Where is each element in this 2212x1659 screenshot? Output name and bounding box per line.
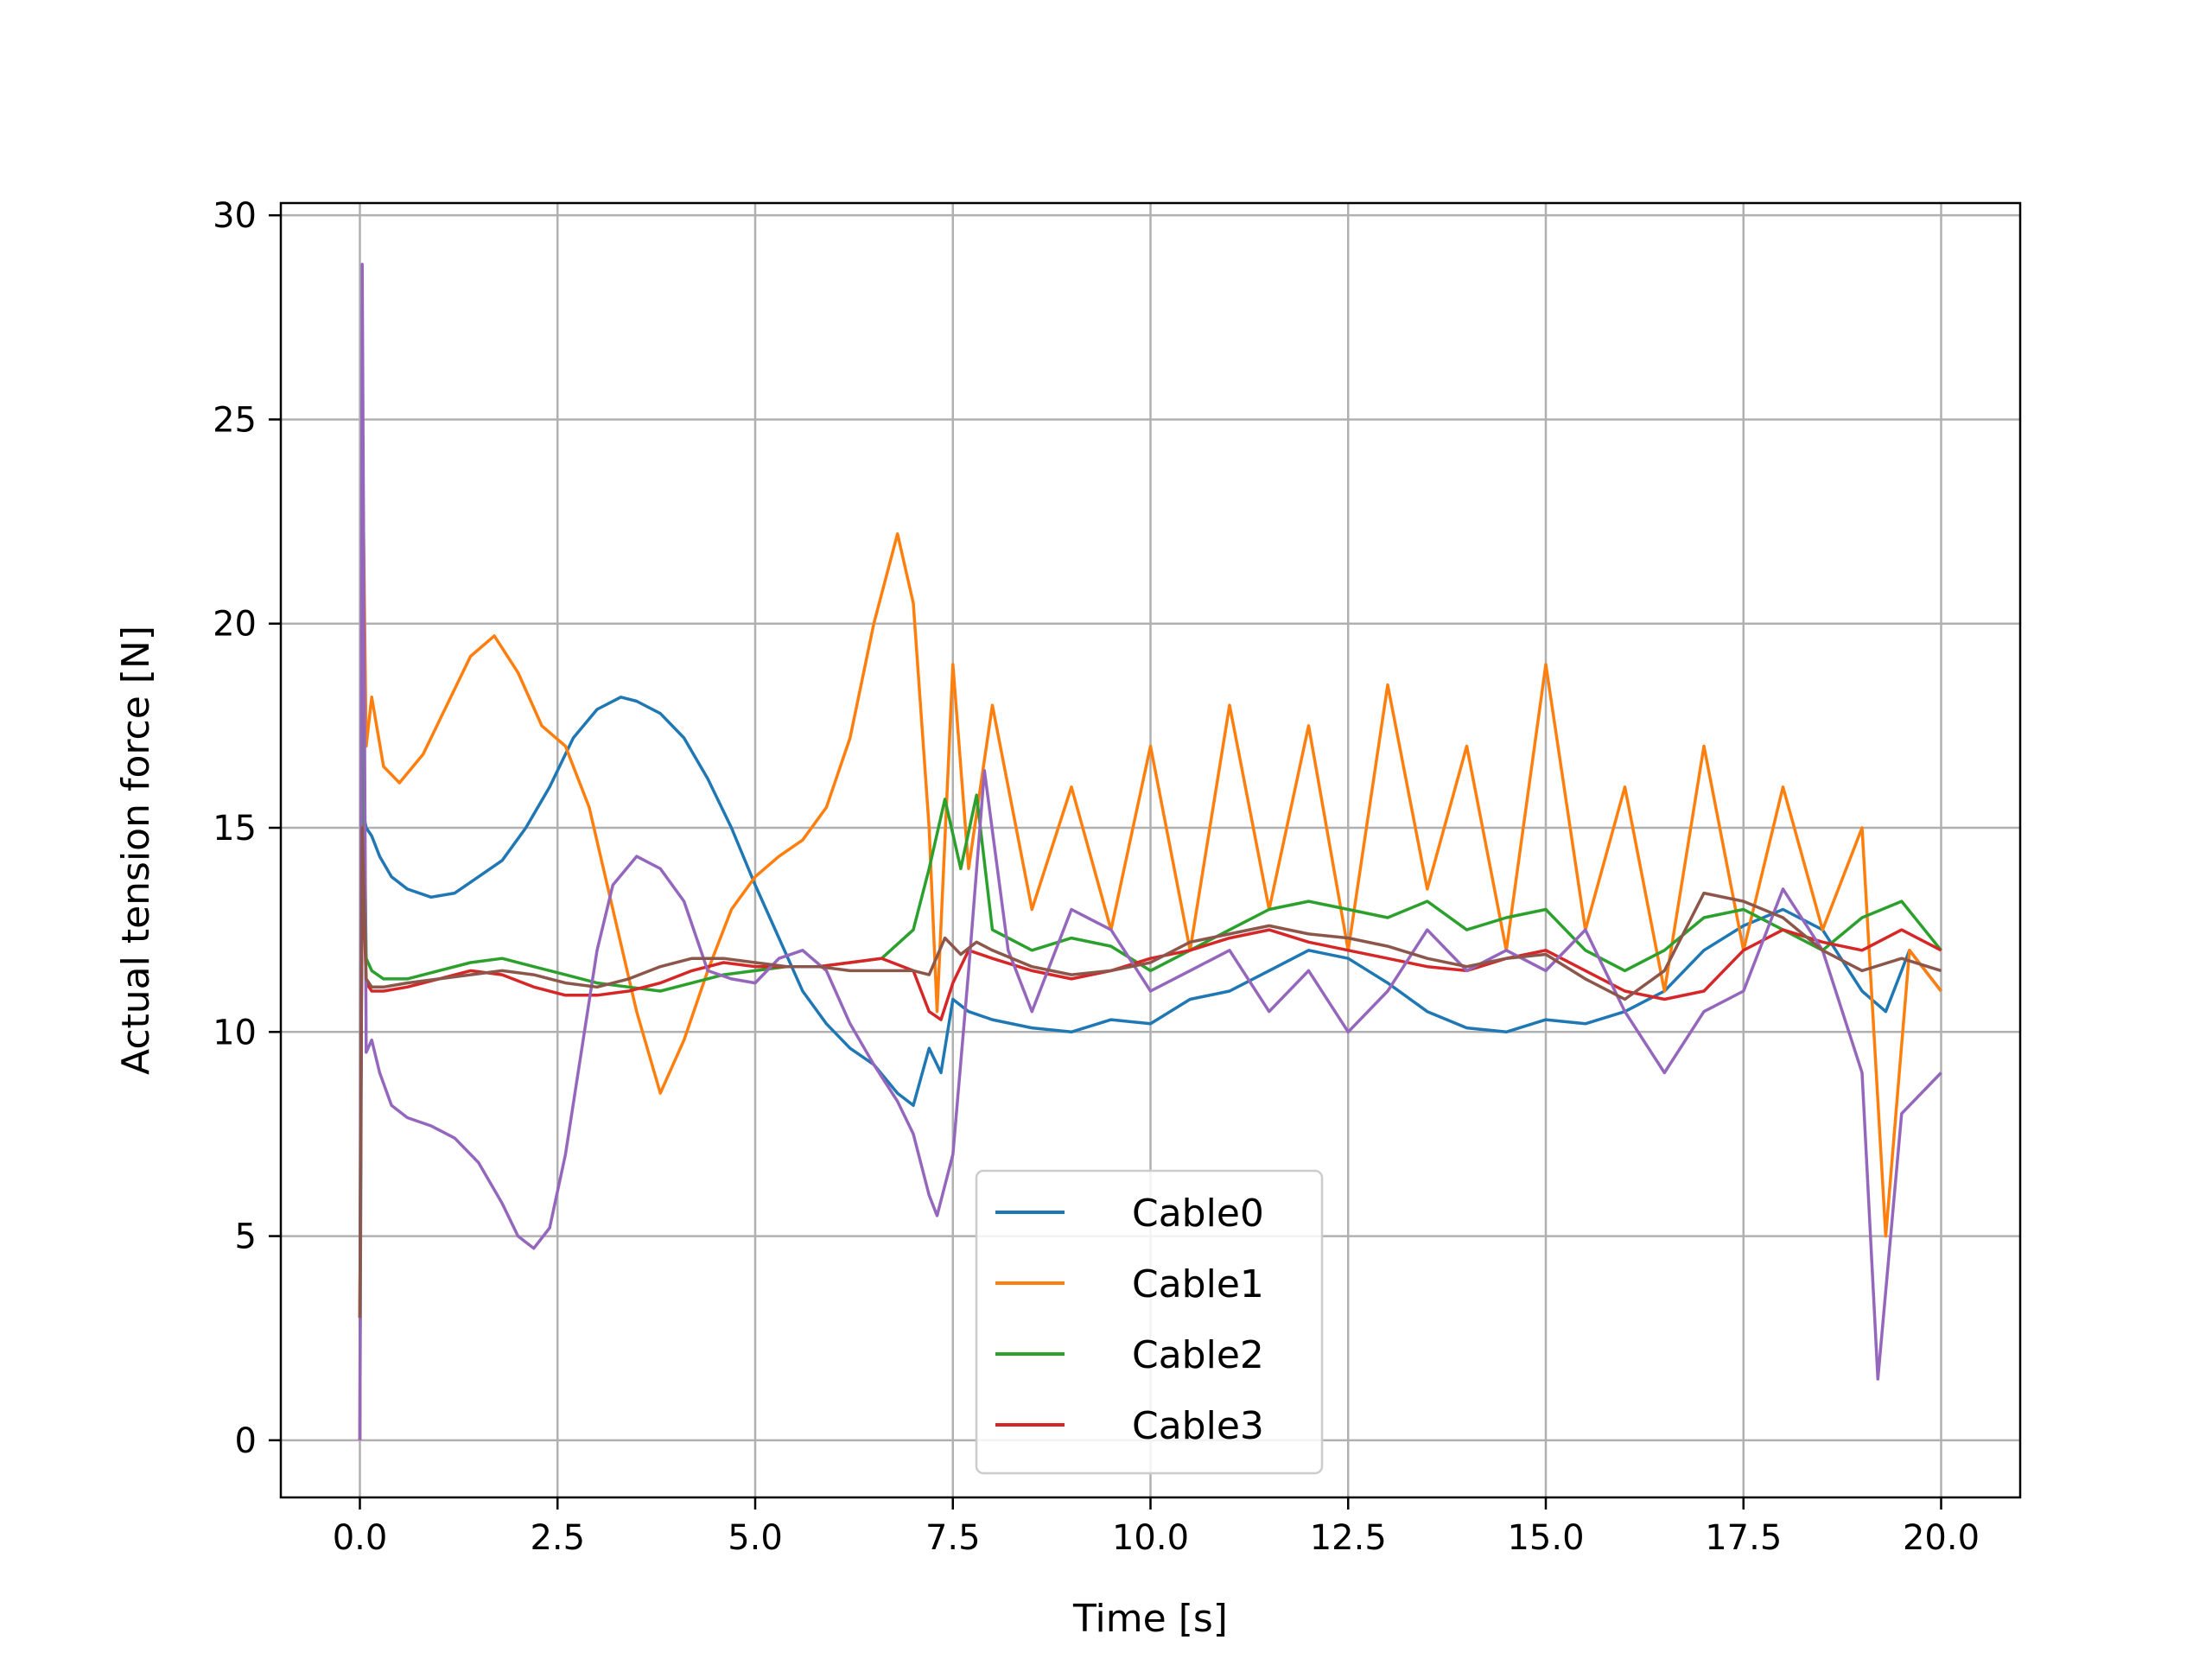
legend-label: Cable1 — [1132, 1262, 1264, 1306]
legend-box — [975, 1169, 1324, 1475]
x-tick-label: 15.0 — [1507, 1518, 1584, 1558]
x-tick-label: 2.5 — [530, 1518, 585, 1558]
x-tick-label: 5.0 — [728, 1518, 783, 1558]
x-tick-label: 20.0 — [1903, 1518, 1980, 1558]
series-line-1 — [358, 696, 1942, 1440]
series-line-6 — [358, 826, 1942, 1319]
legend-label: Cable3 — [1132, 1404, 1264, 1448]
x-tick-label: 0.0 — [333, 1518, 388, 1558]
x-axis-label: Time [s] — [1072, 1597, 1228, 1641]
series-line-3 — [358, 642, 1942, 1319]
y-tick-label: 0 — [235, 1421, 257, 1461]
y-tick-label: 15 — [213, 809, 257, 849]
x-tick-label: 7.5 — [925, 1518, 981, 1558]
y-tick-label: 5 — [235, 1217, 257, 1257]
series-line-5 — [358, 263, 1942, 1440]
series-line-2 — [358, 417, 1942, 1440]
legend: Cable0 Cable1 Cable2 Cable3 — [975, 1169, 1324, 1475]
x-tick-label: 10.0 — [1112, 1518, 1189, 1558]
legend-label: Cable0 — [1132, 1192, 1264, 1236]
y-tick-label: 10 — [213, 1013, 257, 1052]
x-tick-label: 12.5 — [1310, 1518, 1387, 1558]
axis-ticks: 0.0 2.5 5.0 7.5 10.0 12.5 15.0 17.5 20.0 0 5 10 15 20… — [213, 196, 1980, 1558]
x-tick-label: 17.5 — [1705, 1518, 1782, 1558]
plot-series — [358, 263, 1942, 1440]
y-tick-label: 20 — [213, 605, 257, 645]
legend-label: Cable2 — [1132, 1333, 1264, 1377]
y-axis-label: Actual tension force [N] — [114, 626, 158, 1075]
y-tick-label: 25 — [213, 400, 257, 440]
y-tick-label: 30 — [213, 196, 257, 236]
